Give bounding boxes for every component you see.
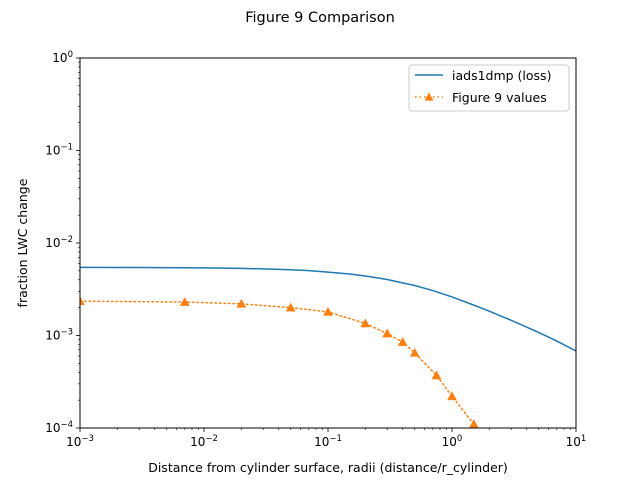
y-tick-label: 10−1 xyxy=(45,143,73,158)
series-1-point xyxy=(236,298,247,308)
y-tick-label: 10−4 xyxy=(45,420,73,435)
x-axis-label: Distance from cylinder surface, radii (d… xyxy=(148,460,508,475)
x-tick-label-base: 10 xyxy=(566,435,581,449)
y-tick-label-exponent: 0 xyxy=(68,50,73,60)
series-1-point xyxy=(323,306,333,316)
x-tick-label: 10−2 xyxy=(190,434,218,449)
x-tick-label-exponent: −3 xyxy=(81,434,94,444)
legend-label-figure9: Figure 9 values xyxy=(452,90,547,105)
y-tick-label: 10−3 xyxy=(45,328,73,343)
series-1-point xyxy=(179,297,190,306)
y-tick-label-base: 10 xyxy=(45,421,60,435)
x-tick-label-base: 10 xyxy=(442,435,457,449)
legend-label-iads1dmp: iads1dmp (loss) xyxy=(452,68,551,83)
x-tick-label: 10−1 xyxy=(314,434,342,449)
series-1-point xyxy=(382,328,393,338)
y-tick-label-base: 10 xyxy=(52,51,67,65)
x-tick-label: 100 xyxy=(442,434,463,449)
x-axis-ticks: 10−3 10−2 10−1 100 101 xyxy=(66,428,586,449)
y-tick-label-exponent: −1 xyxy=(60,143,73,153)
y-tick-label-base: 10 xyxy=(45,236,60,250)
x-tick-label: 10−3 xyxy=(66,434,94,449)
y-tick-label-exponent: −3 xyxy=(60,328,73,338)
y-tick-label: 10−2 xyxy=(45,235,73,250)
x-tick-label-base: 10 xyxy=(190,435,205,449)
x-tick-label-base: 10 xyxy=(66,435,81,449)
legend: iads1dmp (loss) Figure 9 values xyxy=(408,64,570,112)
y-tick-label: 100 xyxy=(52,50,73,65)
series-1-point xyxy=(431,370,442,380)
legend-box xyxy=(408,64,570,112)
legend-marker-figure9 xyxy=(424,92,434,101)
series-line-0 xyxy=(80,266,576,352)
x-tick-label-exponent: 1 xyxy=(581,434,586,444)
y-axis-label: fraction LWC change xyxy=(15,178,30,307)
series-1-point xyxy=(80,296,85,306)
y-tick-label-base: 10 xyxy=(45,144,60,158)
x-tick-label-exponent: −2 xyxy=(205,434,218,444)
x-tick-label: 101 xyxy=(566,434,587,449)
series-1-point xyxy=(360,318,371,328)
series-1-point xyxy=(447,391,457,401)
x-tick-label-base: 10 xyxy=(314,435,329,449)
series-1-point xyxy=(397,337,408,346)
y-tick-label-base: 10 xyxy=(45,329,60,343)
x-tick-label-exponent: −1 xyxy=(329,434,342,444)
y-tick-label-exponent: −2 xyxy=(60,235,73,245)
axes-frame xyxy=(79,57,577,429)
series-1-point xyxy=(285,302,296,312)
chart-title: Figure 9 Comparison xyxy=(245,10,395,26)
y-tick-label-exponent: −4 xyxy=(60,420,73,430)
series-line-1 xyxy=(80,300,475,425)
series-1-point xyxy=(409,347,420,357)
x-tick-label-exponent: 0 xyxy=(457,434,462,444)
series-layer xyxy=(80,266,576,428)
plot-area xyxy=(79,57,577,429)
